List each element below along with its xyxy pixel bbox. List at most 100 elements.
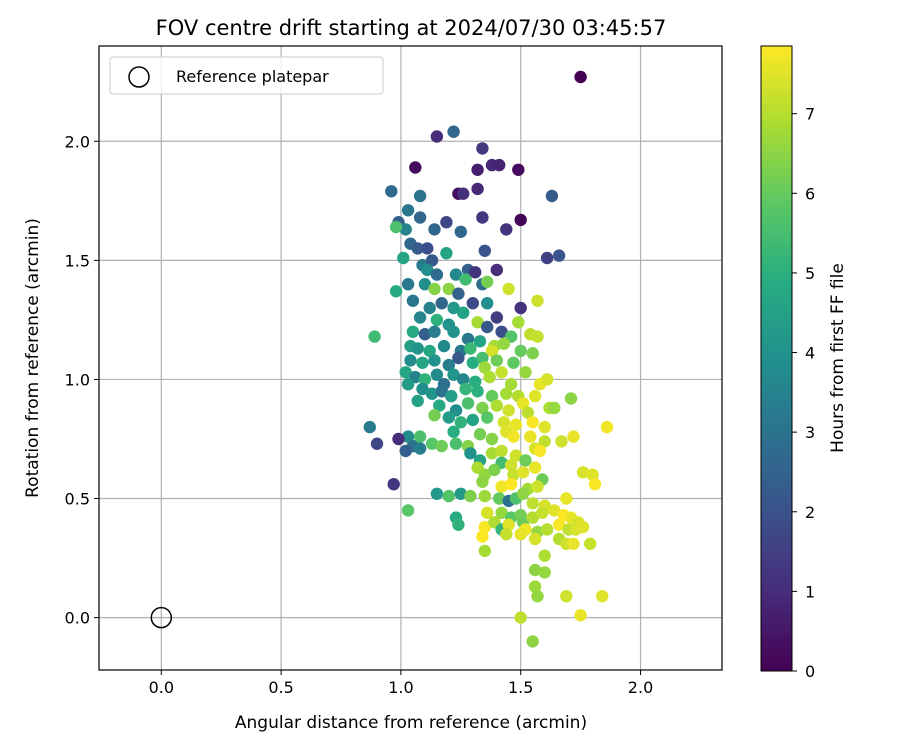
data-point (385, 185, 398, 198)
colorbar-tick-label: 7 (805, 105, 815, 124)
x-tick-label: 1.5 (508, 678, 533, 697)
data-point (421, 263, 434, 277)
y-tick-label: 1.0 (65, 370, 90, 389)
data-point (454, 225, 467, 238)
data-point (370, 437, 384, 450)
data-point (514, 528, 527, 541)
data-point (471, 182, 484, 196)
plot-frame (98, 45, 723, 671)
data-point (411, 242, 424, 255)
data-point (504, 378, 518, 391)
data-point (600, 420, 614, 434)
data-point (401, 204, 415, 217)
colorbar-tick-label: 6 (805, 184, 815, 203)
data-point (428, 223, 441, 236)
data-point (509, 418, 523, 431)
data-point (459, 273, 472, 286)
data-point (596, 590, 609, 603)
data-point (576, 520, 590, 534)
data-point (538, 435, 551, 448)
data-point (449, 268, 463, 281)
data-point (425, 254, 439, 267)
data-point (413, 189, 427, 203)
data-point (389, 285, 403, 298)
data-point (514, 301, 527, 315)
data-point (519, 454, 532, 467)
data-point (399, 444, 412, 458)
data-point (430, 268, 444, 281)
x-axis-label: Angular distance from reference (arcmin) (235, 713, 587, 733)
data-point (516, 466, 530, 479)
data-point (433, 399, 446, 412)
data-point (481, 275, 494, 288)
data-point (483, 370, 496, 384)
data-point (476, 142, 489, 155)
data-point (401, 504, 415, 517)
data-point (430, 487, 444, 500)
data-point (514, 611, 527, 624)
data-point (430, 368, 444, 381)
data-point (368, 330, 381, 343)
colorbar-tick-label: 5 (805, 264, 815, 283)
data-point (428, 409, 441, 422)
data-point (478, 520, 491, 534)
data-point (478, 544, 491, 558)
data-point (406, 325, 420, 338)
data-point (526, 497, 539, 510)
data-point (447, 368, 460, 381)
data-point (418, 373, 432, 386)
data-point (490, 399, 503, 412)
data-point (476, 475, 489, 488)
data-point (500, 528, 513, 541)
data-point (452, 518, 465, 531)
data-point (538, 420, 551, 434)
data-point (485, 432, 499, 446)
data-point (435, 385, 448, 398)
data-point (490, 354, 503, 367)
data-point (447, 301, 460, 315)
data-point (392, 432, 405, 446)
data-point (490, 311, 503, 324)
data-point (574, 609, 587, 622)
data-point (481, 320, 494, 334)
data-point (495, 444, 508, 458)
legend-label-reference: Reference platepar (176, 67, 329, 86)
data-point (454, 416, 467, 429)
data-point (493, 158, 506, 172)
data-point (560, 590, 573, 603)
data-point (416, 382, 429, 396)
data-point (449, 437, 463, 450)
data-point (430, 130, 444, 143)
data-point (401, 430, 415, 443)
data-point (469, 266, 482, 279)
data-point (413, 442, 427, 455)
data-point (421, 242, 434, 255)
colorbar-gradient (760, 45, 793, 672)
colorbar-tick-label: 3 (805, 423, 815, 442)
data-point (526, 635, 539, 648)
data-point (418, 278, 432, 291)
data-point (495, 366, 508, 379)
data-point (500, 387, 513, 400)
data-point (560, 492, 573, 505)
data-point (464, 342, 477, 355)
data-point (552, 518, 566, 531)
data-point (452, 287, 465, 300)
data-point (481, 506, 494, 519)
data-point (526, 347, 539, 360)
data-point (466, 356, 479, 369)
data-point (476, 530, 489, 543)
data-point (457, 306, 470, 319)
data-point (555, 435, 568, 448)
data-point (531, 590, 544, 603)
data-point (471, 385, 484, 398)
x-tick-label: 0.5 (268, 678, 293, 697)
data-point (481, 411, 494, 424)
data-point (447, 325, 460, 338)
data-point (440, 216, 453, 229)
data-point (428, 282, 441, 296)
colorbar: 0 1 2 3 4 5 6 7 Hours from first FF file (760, 45, 848, 681)
data-point (464, 489, 477, 503)
data-point (502, 404, 515, 417)
y-tick-label: 1.5 (65, 251, 90, 270)
